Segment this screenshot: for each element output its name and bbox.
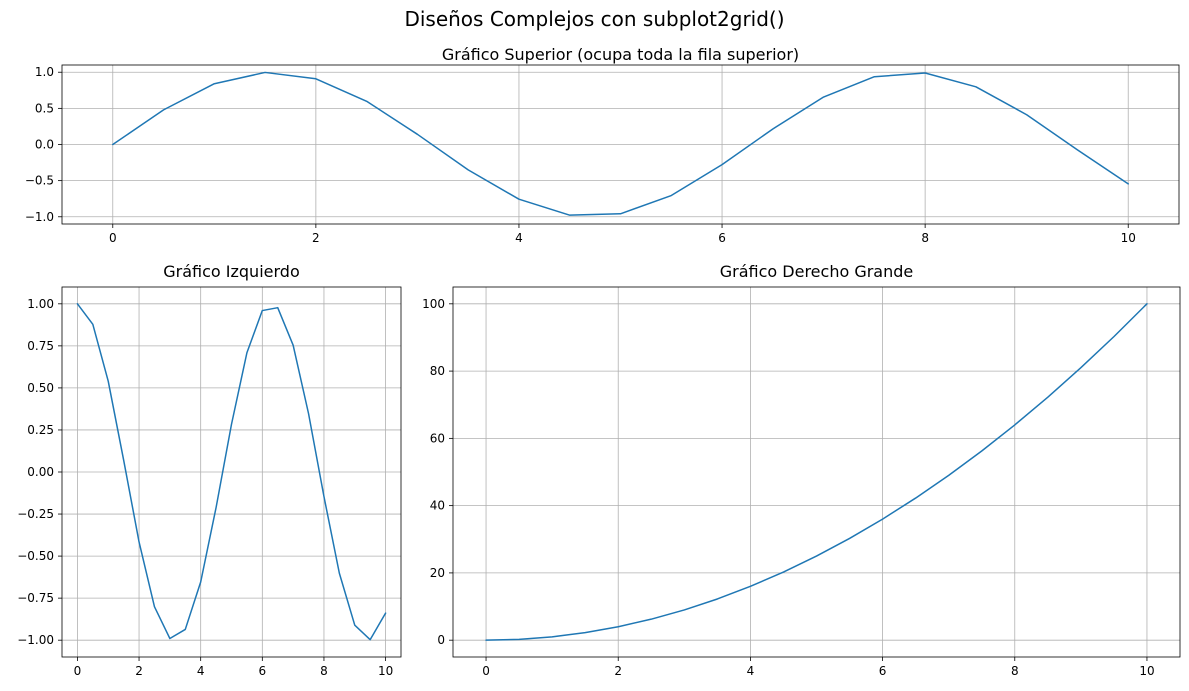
left-subplot-xtick-label-4: 8 [320,664,328,678]
left-subplot-xtick-label-2: 4 [197,664,205,678]
top-subplot-xtick-label-3: 6 [718,231,726,245]
right-subplot-title: Gráfico Derecho Grande [720,262,914,281]
top-subplot-xtick-label-0: 0 [109,231,117,245]
right-subplot-ytick-label-0: 0 [437,633,445,647]
right-subplot-ytick-label-5: 100 [422,297,445,311]
right-subplot-ytick-label-1: 20 [430,566,445,580]
right-subplot-xtick-label-0: 0 [482,664,490,678]
right-subplot-ytick-label-3: 60 [430,431,445,445]
left-subplot-ytick-label-0: −1.00 [17,633,54,647]
top-subplot: 0 2 4 6 8 10 −1.0 −0.5 0.0 0.5 1.0 Gráfico Superior… [25,45,1180,245]
right-subplot-ytick-label-2: 40 [430,499,445,513]
left-subplot-ytick-label-8: 1.00 [27,297,54,311]
left-subplot-xtick-label-3: 6 [258,664,266,678]
left-subplot-ytick-label-6: 0.50 [27,381,54,395]
top-subplot-ytick-label-3: 0.5 [35,101,54,115]
top-subplot-title: Gráfico Superior (ocupa toda la fila sup… [442,45,799,64]
right-subplot-axes-frame [452,286,1181,658]
left-subplot-ytick-label-7: 0.75 [27,339,54,353]
top-subplot-xtick-label-2: 4 [515,231,523,245]
left-subplot-title: Gráfico Izquierdo [163,262,299,281]
left-subplot-xtick-label-0: 0 [74,664,82,678]
top-subplot-xtick-label-1: 2 [312,231,320,245]
right-subplot-series-line-0 [485,303,1148,641]
left-subplot-ytick-label-3: −0.25 [17,507,54,521]
top-subplot-xtick-label-4: 8 [921,231,929,245]
figure-title: Diseños Complejos con subplot2grid() [404,7,784,31]
left-subplot-xtick-label-1: 2 [135,664,143,678]
left-subplot-ytick-label-2: −0.50 [17,549,54,563]
left-subplot-series-line-0 [76,303,387,641]
right-subplot-ytick-label-4: 80 [430,364,445,378]
left-subplot-ytick-label-1: −0.75 [17,591,54,605]
left-subplot: 0 2 4 6 8 10 −1.00 −0.75 −0.50 −0.25 0.00 0.25 0.50 0… [17,262,402,678]
right-subplot-xtick-label-4: 8 [1011,664,1019,678]
top-subplot-ytick-label-0: −1.0 [25,210,54,224]
top-subplot-series-line-0 [112,71,1129,216]
top-subplot-ytick-label-1: −0.5 [25,174,54,188]
top-subplot-ytick-label-4: 1.0 [35,65,54,79]
right-subplot-xtick-label-3: 6 [879,664,887,678]
left-subplot-ytick-label-4: 0.00 [27,465,54,479]
left-subplot-ytick-label-5: 0.25 [27,423,54,437]
top-subplot-ytick-label-2: 0.0 [35,138,54,152]
right-subplot-xtick-label-2: 4 [747,664,755,678]
right-subplot-xtick-label-5: 10 [1139,664,1154,678]
left-subplot-xtick-label-5: 10 [378,664,393,678]
top-subplot-xtick-label-5: 10 [1121,231,1136,245]
right-subplot-xtick-label-1: 2 [614,664,622,678]
